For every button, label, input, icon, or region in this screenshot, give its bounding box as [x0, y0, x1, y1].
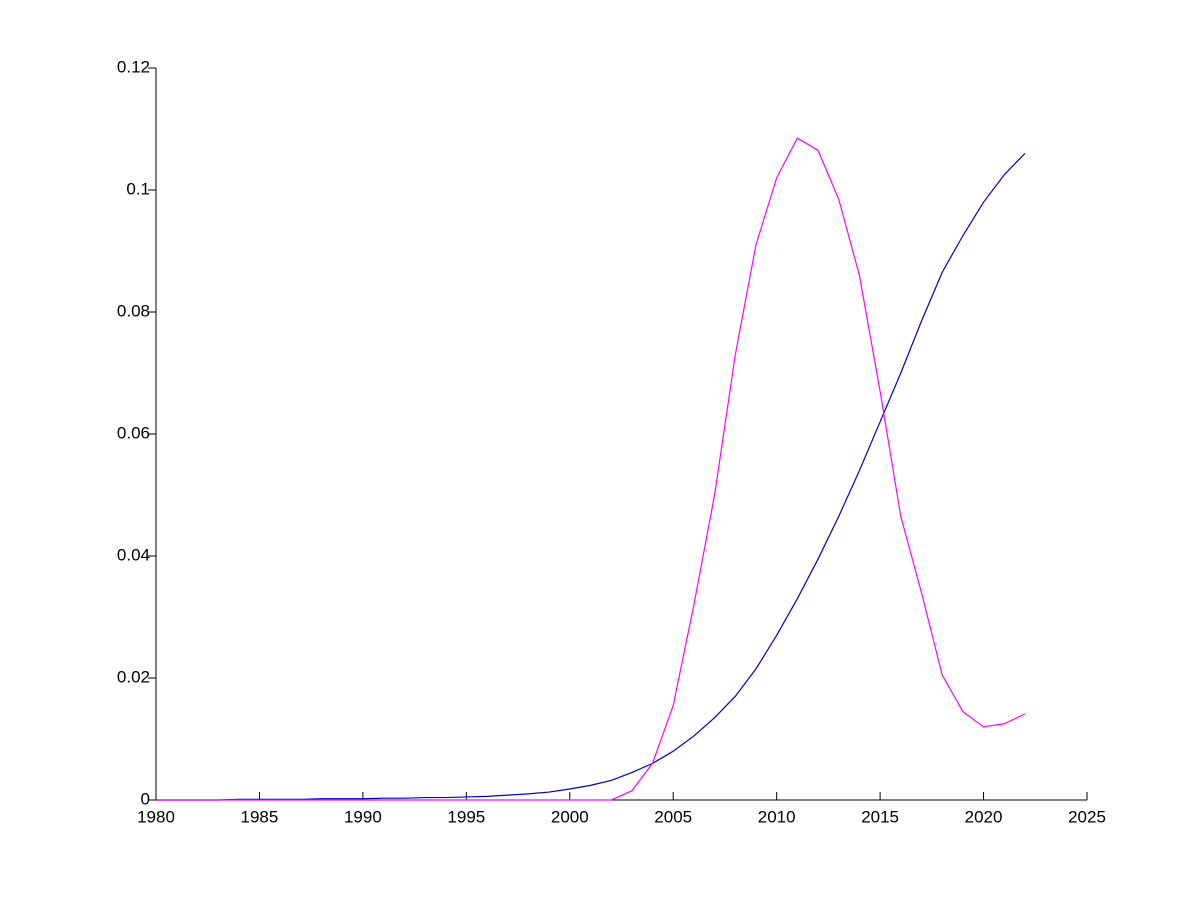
series-line	[156, 152, 1026, 801]
x-tick-label: 2025	[1068, 807, 1106, 826]
x-tick-label: 2005	[654, 807, 692, 826]
y-tick-label: 0.04	[117, 545, 150, 564]
x-tick-label: 1980	[137, 807, 175, 826]
x-tick-label: 2000	[551, 807, 589, 826]
y-tick-label: 0.12	[117, 57, 150, 76]
y-tick-label: 0.08	[117, 301, 150, 320]
x-tick-label: 2015	[861, 807, 899, 826]
x-tick-label: 1985	[241, 807, 279, 826]
y-tick-label: 0.1	[126, 179, 150, 198]
y-tick-label: 0.02	[117, 667, 150, 686]
x-tick-label: 1990	[344, 807, 382, 826]
x-tick-label: 1995	[447, 807, 485, 826]
x-tick-label: 2020	[965, 807, 1003, 826]
y-tick-label: 0.06	[117, 423, 150, 442]
series-line	[156, 137, 1026, 801]
x-tick-label: 2010	[758, 807, 796, 826]
y-tick-label: 0	[141, 789, 150, 808]
